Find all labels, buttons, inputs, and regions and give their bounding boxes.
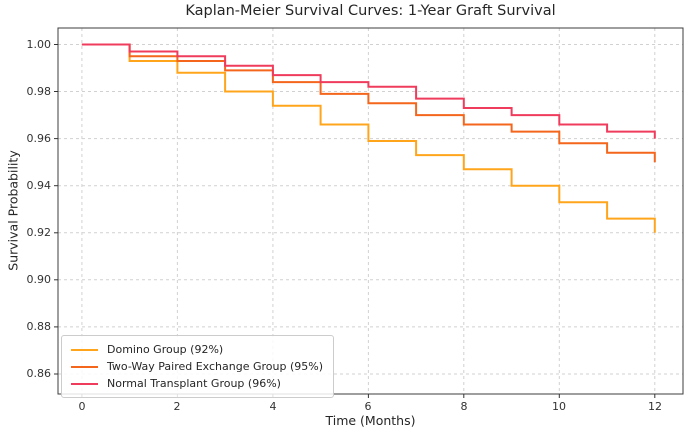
axes-spines xyxy=(57,27,684,395)
legend-label: Normal Transplant Group (96%) xyxy=(107,377,281,390)
legend-item: Two-Way Paired Exchange Group (95%) xyxy=(71,358,323,375)
x-tick-label: 2 xyxy=(173,400,181,413)
x-tick-label: 10 xyxy=(552,400,566,413)
legend-line-swatch xyxy=(71,365,98,368)
legend-line-swatch xyxy=(71,382,98,385)
survival-curve-normal xyxy=(81,43,656,139)
x-tick-label: 6 xyxy=(364,400,372,413)
y-tick-label: 0.96 xyxy=(26,132,52,145)
legend-box: Domino Group (92%) Two-Way Paired Exchang… xyxy=(61,335,334,398)
legend-label: Two-Way Paired Exchange Group (95%) xyxy=(107,360,323,373)
x-tick-label: 0 xyxy=(78,400,86,413)
legend-line-swatch xyxy=(71,348,98,351)
legend-item: Domino Group (92%) xyxy=(71,341,323,358)
legend-item: Normal Transplant Group (96%) xyxy=(71,375,323,392)
y-tick-label: 1.00 xyxy=(26,38,52,51)
y-tick-label: 0.88 xyxy=(26,320,52,333)
y-tick-label: 0.92 xyxy=(26,226,52,239)
x-tick-label: 8 xyxy=(460,400,468,413)
chart-title: Kaplan-Meier Survival Curves: 1-Year Gra… xyxy=(185,3,556,19)
y-tick-label: 0.86 xyxy=(26,367,52,380)
y-tick-label: 0.90 xyxy=(26,273,52,286)
x-tick-label: 12 xyxy=(648,400,662,413)
legend-label: Domino Group (92%) xyxy=(107,343,224,356)
survival-curve-two-way xyxy=(81,43,656,163)
y-tick-label: 0.94 xyxy=(26,179,52,192)
x-tick-label: 4 xyxy=(269,400,277,413)
survival-curve-domino xyxy=(81,43,656,233)
x-axis-label: Time (Months) xyxy=(325,413,416,428)
y-tick-label: 0.98 xyxy=(26,85,52,98)
